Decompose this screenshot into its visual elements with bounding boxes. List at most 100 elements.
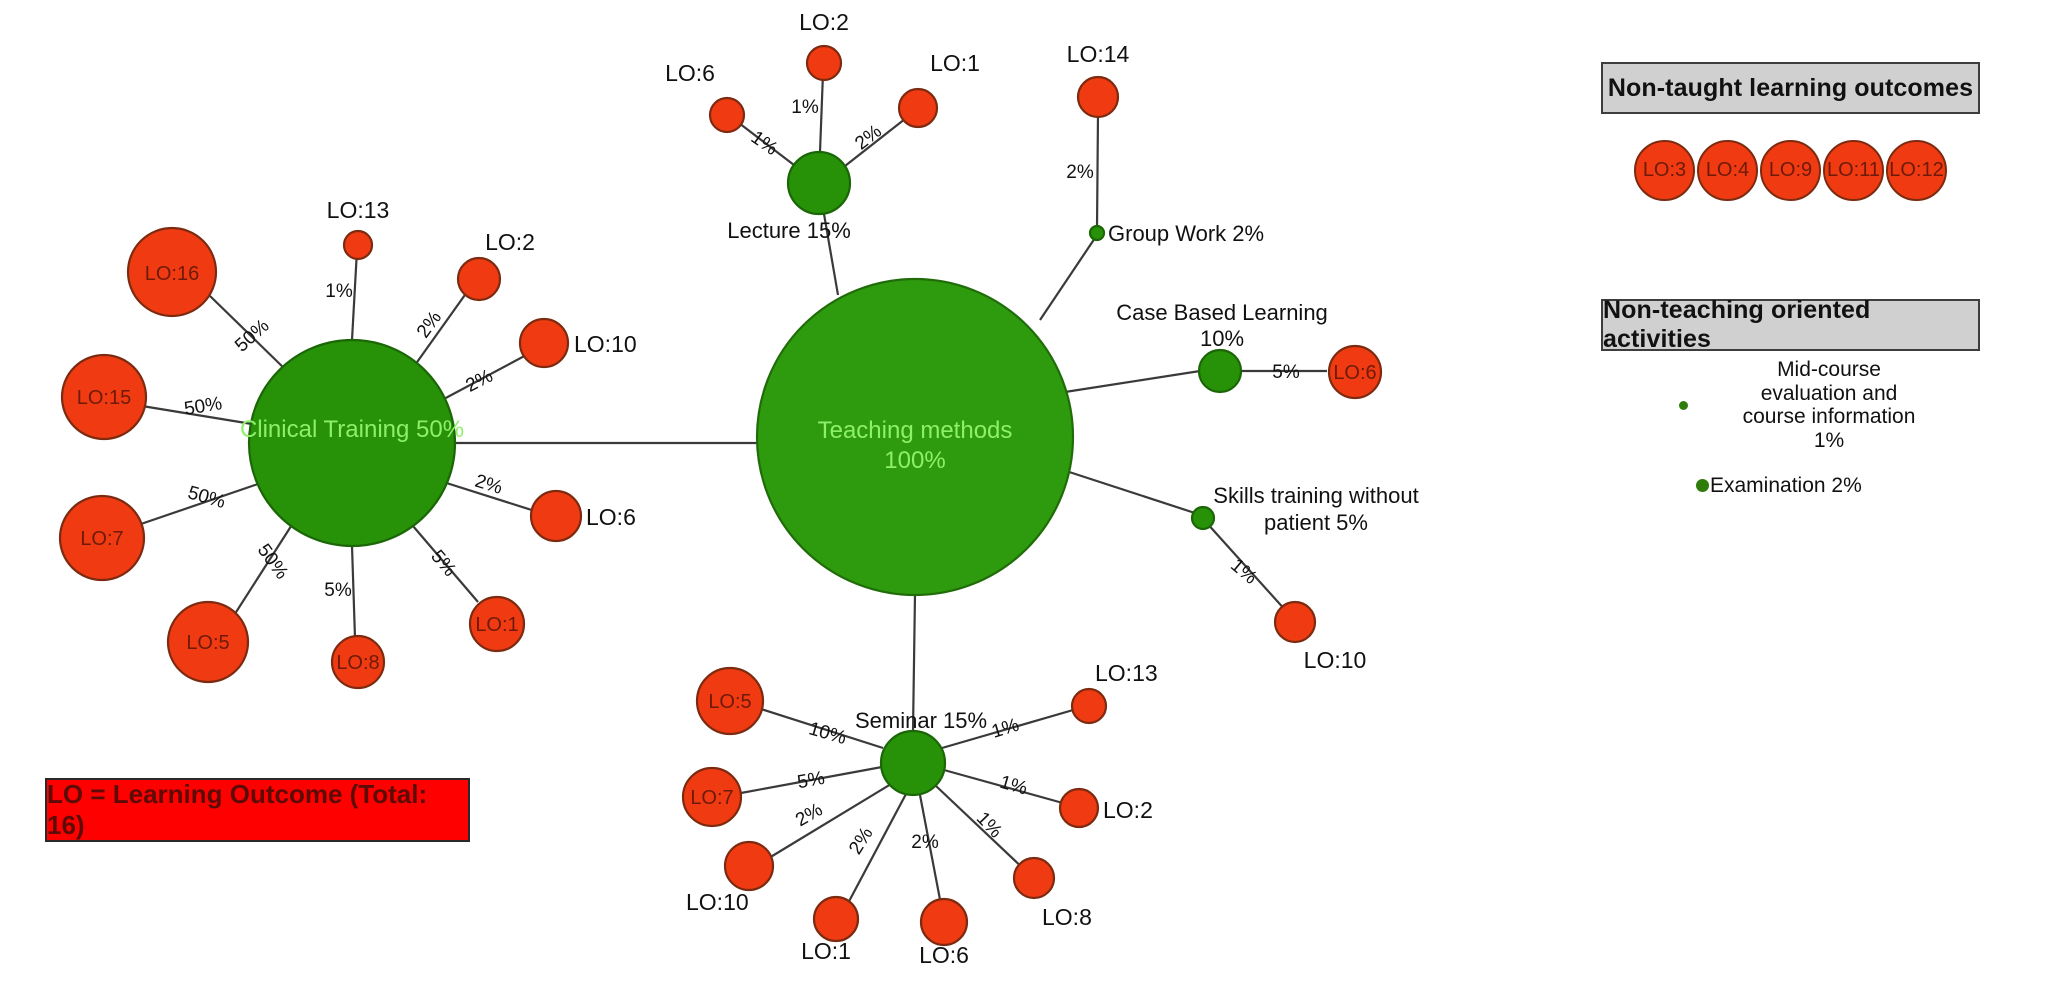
weight-sem-lo1: 2%: [845, 824, 877, 859]
lo-node-ct-lo5[interactable]: [166, 600, 250, 684]
weight-sem-lo2: 1%: [997, 772, 1029, 800]
lo-label-st-lo10: LO:10: [1304, 647, 1367, 673]
mid-course-line3: course information: [1742, 405, 1916, 429]
lo-label-sem-lo10: LO:10: [686, 889, 749, 915]
lo-node-ct-lo13[interactable]: [342, 229, 374, 261]
non-teaching-activity-list: Mid-course evaluation and course informa…: [1601, 358, 1980, 497]
weight-lec-lo2: 1%: [791, 97, 819, 118]
non-teaching-item-examination: Examination 2%: [1696, 474, 1862, 498]
node-teaching-methods[interactable]: [755, 277, 1075, 597]
lo-node-sem-lo7[interactable]: [681, 766, 743, 828]
edge-sem-lo8: [935, 785, 1028, 873]
lo-outer-labels: LO:16 LO:15 LO:7 LO:5 LO:8 LO:1 LO:6 LO:…: [77, 9, 1377, 968]
weight-sem-lo13: 1%: [989, 715, 1022, 743]
group-work-label: Group Work 2%: [1108, 221, 1264, 246]
weight-sem-lo5: 10%: [806, 718, 848, 749]
lo-label-cbl-lo6: LO:6: [1333, 362, 1376, 384]
edge-ct-lo7: [137, 482, 259, 527]
lecture-edges: [734, 72, 911, 167]
lo-label-ct-lo2: LO:2: [485, 229, 535, 255]
node-skills-training[interactable]: [1190, 505, 1216, 531]
edge-hub-skills-training: [1059, 467, 1202, 517]
lo-node-lec-lo1[interactable]: [897, 87, 939, 129]
lo-node-ct-lo10[interactable]: [518, 317, 570, 369]
mid-course-line2: evaluation and: [1760, 381, 1898, 405]
node-seminar[interactable]: [879, 729, 947, 797]
lo-label-ct-lo1: LO:1: [475, 614, 518, 636]
lo-node-ct-lo2[interactable]: [456, 256, 502, 302]
lecture-label: Lecture 15%: [727, 218, 851, 243]
skills-training-edges: [1204, 520, 1288, 613]
weight-ct-lo10: 2%: [462, 365, 496, 396]
edge-ct-lo6: [436, 478, 539, 514]
lo-node-ct-lo1[interactable]: [468, 595, 526, 653]
weight-ct-lo15: 50%: [183, 393, 224, 420]
seminar-label: Seminar 15%: [855, 708, 987, 733]
weight-cbl-lo6: 5%: [1272, 362, 1300, 383]
lo-node-sem-lo8[interactable]: [1012, 856, 1056, 900]
edge-ct-lo1: [406, 518, 479, 603]
edge-st-lo10: [1204, 520, 1288, 613]
edge-hub-lecture: [822, 213, 840, 296]
lo-node-sem-lo10[interactable]: [723, 840, 775, 892]
weight-ct-lo8: 5%: [324, 580, 352, 601]
lo-node-ct-lo16[interactable]: [126, 226, 218, 318]
lo-node-ct-lo6[interactable]: [529, 489, 583, 543]
node-lecture[interactable]: [786, 150, 852, 216]
lo-node-lec-lo6[interactable]: [708, 96, 746, 134]
non-taught-lo-chip-list: LO:3 LO:4 LO:9 LO:11 LO:12: [1601, 139, 1980, 201]
lo-chip[interactable]: LO:11: [1823, 139, 1884, 201]
lo-chip[interactable]: LO:9: [1760, 139, 1821, 201]
lo-node-gw-lo14[interactable]: [1076, 75, 1120, 119]
mid-course-line1: Mid-course: [1777, 358, 1881, 381]
node-clinical-training[interactable]: [247, 338, 457, 548]
skills-training-label-line2: patient 5%: [1264, 510, 1368, 535]
non-teaching-item-mid-course-evaluation: Mid-course evaluation and course informa…: [1679, 358, 1979, 453]
weight-gw-lo14: 2%: [1066, 162, 1094, 183]
edge-hub-group-work: [1039, 234, 1098, 321]
weight-sem-lo8: 1%: [972, 808, 1006, 842]
lo-chip[interactable]: LO:4: [1697, 139, 1758, 201]
lo-node-lec-lo2[interactable]: [805, 44, 843, 82]
lo-chip[interactable]: LO:12: [1886, 139, 1947, 201]
group-work-edges: [1095, 112, 1100, 230]
edge-lecture-lo1: [844, 114, 911, 167]
lo-chip[interactable]: LO:3: [1634, 139, 1695, 201]
lo-label-sem-lo13: LO:13: [1095, 660, 1158, 686]
lo-node-cbl-lo6[interactable]: [1327, 344, 1383, 400]
node-case-based-learning[interactable]: [1197, 348, 1243, 394]
case-based-learning-label-line2: 10%: [1200, 326, 1244, 351]
lo-label-sem-lo2: LO:2: [1103, 797, 1153, 823]
non-teaching-item-label: Mid-course evaluation and course informa…: [1694, 358, 1964, 453]
lo-label-ct-lo7: LO:7: [80, 528, 123, 550]
lo-node-sem-lo1[interactable]: [812, 895, 860, 943]
lo-node-st-lo10[interactable]: [1273, 600, 1317, 644]
lo-node-sem-lo13[interactable]: [1070, 687, 1108, 725]
lo-node-ct-lo7[interactable]: [58, 494, 146, 582]
hub-percent-label: 100%: [884, 447, 945, 474]
lo-label-sem-lo5: LO:5: [708, 691, 751, 713]
weight-ct-lo13: 1%: [325, 281, 353, 302]
edge-ct-lo16: [209, 295, 289, 373]
edge-sem-lo6: [918, 794, 944, 911]
lo-label-ct-lo15: LO:15: [77, 387, 131, 409]
edge-gw-lo14: [1095, 112, 1100, 230]
lo-label-sem-lo1: LO:1: [801, 938, 851, 964]
node-group-work[interactable]: [1088, 224, 1106, 242]
edge-ct-lo10: [441, 352, 531, 401]
lo-node-sem-lo6[interactable]: [919, 897, 969, 947]
edge-lecture-lo6: [734, 119, 795, 166]
lo-node-ct-lo8[interactable]: [330, 634, 386, 690]
method-labels: Teaching methods 100% Clinical Training …: [240, 218, 1419, 733]
edge-hub-seminar: [911, 593, 917, 732]
lo-label-gw-lo14: LO:14: [1067, 41, 1130, 67]
lo-node-sem-lo5[interactable]: [695, 666, 765, 736]
lo-node-ct-lo15[interactable]: [60, 353, 148, 441]
weight-ct-lo7: 50%: [185, 482, 227, 513]
edge-ct-lo15: [141, 404, 253, 426]
edge-sem-lo5: [760, 707, 884, 750]
lo-node-sem-lo2[interactable]: [1058, 787, 1100, 829]
green-dot-icon: [1679, 400, 1688, 410]
